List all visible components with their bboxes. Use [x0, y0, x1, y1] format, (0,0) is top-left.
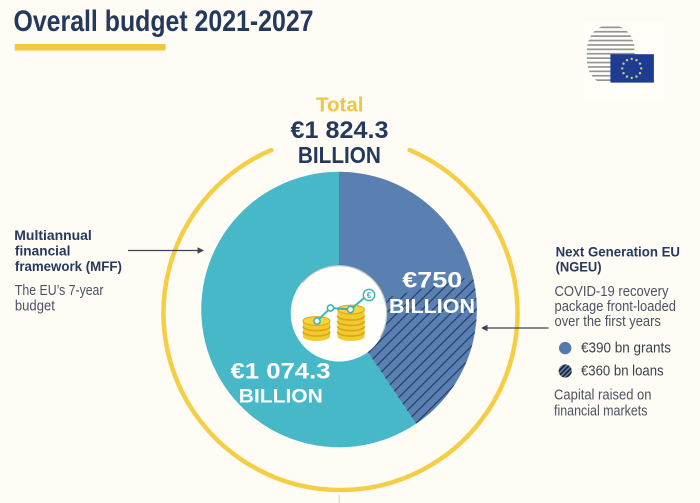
- svg-text:Capital raised on: Capital raised on: [554, 387, 652, 403]
- svg-text:€: €: [367, 291, 372, 300]
- svg-text:The EU’s 7-year: The EU’s 7-year: [15, 283, 104, 299]
- svg-text:financial: financial: [15, 243, 71, 259]
- svg-text:Next Generation EU: Next Generation EU: [556, 244, 680, 260]
- svg-text:over the first years: over the first years: [555, 314, 661, 330]
- svg-text:€1 824.3: €1 824.3: [291, 117, 389, 144]
- svg-text:BILLION: BILLION: [239, 386, 323, 407]
- svg-text:Multiannual: Multiannual: [14, 227, 92, 243]
- svg-text:BILLION: BILLION: [298, 142, 381, 168]
- svg-text:financial markets: financial markets: [554, 404, 648, 420]
- svg-text:budget: budget: [15, 299, 55, 315]
- svg-text:Total: Total: [316, 95, 364, 117]
- svg-text:Overall budget 2021-2027: Overall budget 2021-2027: [14, 5, 314, 38]
- svg-text:COVID-19 recovery: COVID-19 recovery: [555, 284, 670, 300]
- svg-text:€1 074.3: €1 074.3: [231, 359, 331, 384]
- svg-text:package front-loaded: package front-loaded: [555, 299, 677, 315]
- svg-text:BILLION: BILLION: [389, 295, 475, 318]
- svg-text:€360 bn loans: €360 bn loans: [581, 364, 664, 380]
- svg-text:€750: €750: [402, 268, 462, 293]
- svg-text:€390 bn grants: €390 bn grants: [581, 341, 671, 357]
- svg-text:(NGEU): (NGEU): [556, 259, 602, 275]
- svg-text:framework (MFF): framework (MFF): [15, 258, 122, 274]
